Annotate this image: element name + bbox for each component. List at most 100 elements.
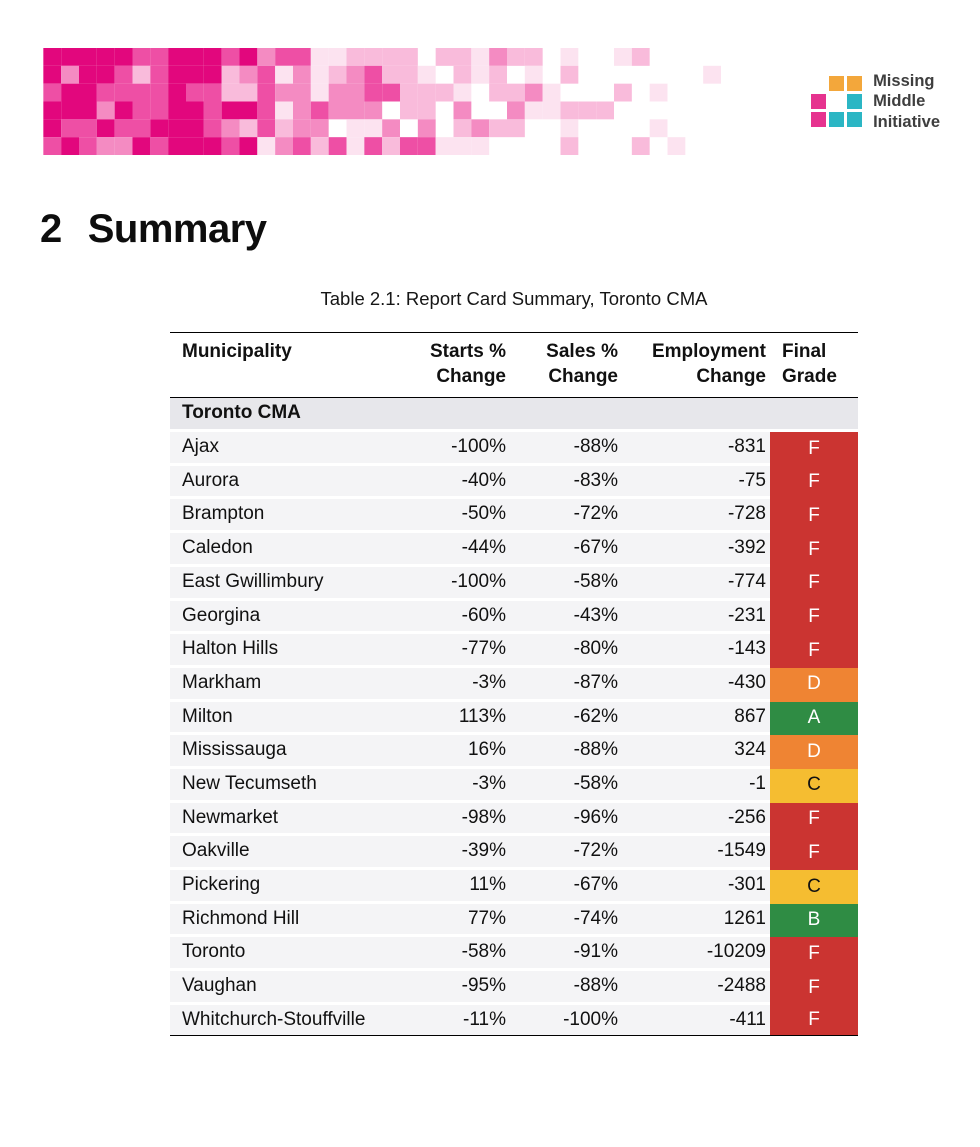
employment-cell: -1 [622,768,770,803]
employment-cell: -231 [622,600,770,635]
grade-cell: F [770,533,858,567]
municipality-cell: Whitchurch-Stouffville [170,1004,385,1036]
municipality-cell: Markham [170,667,385,702]
employment-cell: -75 [622,465,770,500]
table-header-row: Municipality Starts % Change Sales % Cha… [170,333,858,399]
municipality-cell: Richmond Hill [170,903,385,938]
municipality-cell: Aurora [170,465,385,500]
col-header-line: Municipality [182,341,292,362]
employment-cell: -143 [622,634,770,668]
starts-cell: -60% [385,600,510,635]
municipality-cell: Milton [170,701,385,736]
table-row: East Gwillimbury -100% -58% -774 F [170,566,858,601]
grade-cell: F [770,802,858,837]
starts-cell: -50% [385,499,510,534]
employment-cell: -2488 [622,971,770,1005]
table-row: Brampton -50% -72% -728 F [170,499,858,534]
employment-cell: -301 [622,870,770,904]
table-row: Ajax -100% -88% -831 F [170,432,858,466]
sales-cell: -100% [510,1004,622,1036]
municipality-cell: Caledon [170,533,385,567]
logo-square-teal [847,93,863,109]
table-row: New Tecumseth -3% -58% -1 C [170,768,858,803]
sales-cell: -88% [510,735,622,769]
employment-cell: -10209 [622,937,770,972]
municipality-cell: Pickering [170,870,385,904]
col-header-line: Final [782,341,827,362]
table-row: Toronto -58% -91% -10209 F [170,937,858,972]
starts-cell: 11% [385,870,510,904]
sales-cell: -67% [510,870,622,904]
col-header-employment: Employment Change [622,333,770,399]
section-number: 2 [40,207,62,251]
logo-square-empty [811,76,826,91]
starts-cell: -95% [385,971,510,1005]
logo-square-teal [847,111,863,127]
municipality-cell: New Tecumseth [170,768,385,803]
org-logo: Missing Middle Initiative [803,70,940,133]
table-row: Georgina -60% -43% -231 F [170,600,858,635]
starts-cell: -100% [385,432,510,466]
sales-cell: -83% [510,465,622,500]
logo-square-teal [829,111,845,127]
logo-square-orange [829,75,845,91]
logo-word-line: Middle [873,92,926,111]
municipality-cell: Vaughan [170,971,385,1005]
table-border-frame: Municipality Starts % Change Sales % Cha… [170,332,858,1037]
col-header-sales: Sales % Change [510,333,622,399]
table-row: Whitchurch-Stouffville -11% -100% -411 F [170,1004,858,1036]
grade-cell: F [770,937,858,972]
employment-cell: 867 [622,701,770,736]
employment-cell: -728 [622,499,770,534]
mosaic-decoration [40,48,760,155]
starts-cell: -98% [385,802,510,837]
section-row: Toronto CMA [170,398,858,433]
section-heading: 2 Summary [40,207,940,252]
table-row: Newmarket -98% -96% -256 F [170,802,858,837]
municipality-cell: Oakville [170,836,385,870]
municipality-cell: Newmarket [170,802,385,837]
municipality-cell: Georgina [170,600,385,635]
employment-cell: 1261 [622,903,770,938]
logo-grid-icon [811,75,863,127]
sales-cell: -72% [510,499,622,534]
col-header-municipality: Municipality [170,333,385,399]
col-header-grade: Final Grade [770,333,858,399]
logo-word-line: Missing [873,71,935,90]
starts-cell: -77% [385,634,510,668]
section-row-label: Toronto CMA [170,398,858,433]
starts-cell: -40% [385,465,510,500]
logo-square-missing-middle [829,94,844,109]
municipality-cell: East Gwillimbury [170,566,385,601]
table-row: Aurora -40% -83% -75 F [170,465,858,500]
table-row: Markham -3% -87% -430 D [170,667,858,702]
col-header-line: Grade [782,365,837,387]
col-header-line: Sales % [546,341,618,362]
table-caption: Table 2.1: Report Card Summary, Toronto … [320,288,708,309]
banner: Missing Middle Initiative [40,48,940,155]
starts-cell: -44% [385,533,510,567]
starts-cell: -100% [385,566,510,601]
employment-cell: -411 [622,1004,770,1036]
table-row: Caledon -44% -67% -392 F [170,533,858,567]
col-header-starts: Starts % Change [385,333,510,399]
table-row: Halton Hills -77% -80% -143 F [170,634,858,668]
mosaic-pattern [43,48,721,155]
grade-cell: F [770,566,858,601]
grade-cell: C [770,768,858,803]
table-row: Mississauga 16% -88% 324 D [170,735,858,769]
starts-cell: -58% [385,937,510,972]
grade-cell: F [770,836,858,870]
grade-cell: C [770,870,858,904]
municipality-cell: Halton Hills [170,634,385,668]
col-header-line: Change [696,365,766,387]
sales-cell: -58% [510,768,622,803]
sales-cell: -88% [510,432,622,466]
logo-square-pink [811,111,827,127]
table-row: Vaughan -95% -88% -2488 F [170,971,858,1005]
starts-cell: -11% [385,1004,510,1036]
employment-cell: -1549 [622,836,770,870]
sales-cell: -67% [510,533,622,567]
col-header-line: Starts % [429,341,506,362]
municipality-cell: Brampton [170,499,385,534]
